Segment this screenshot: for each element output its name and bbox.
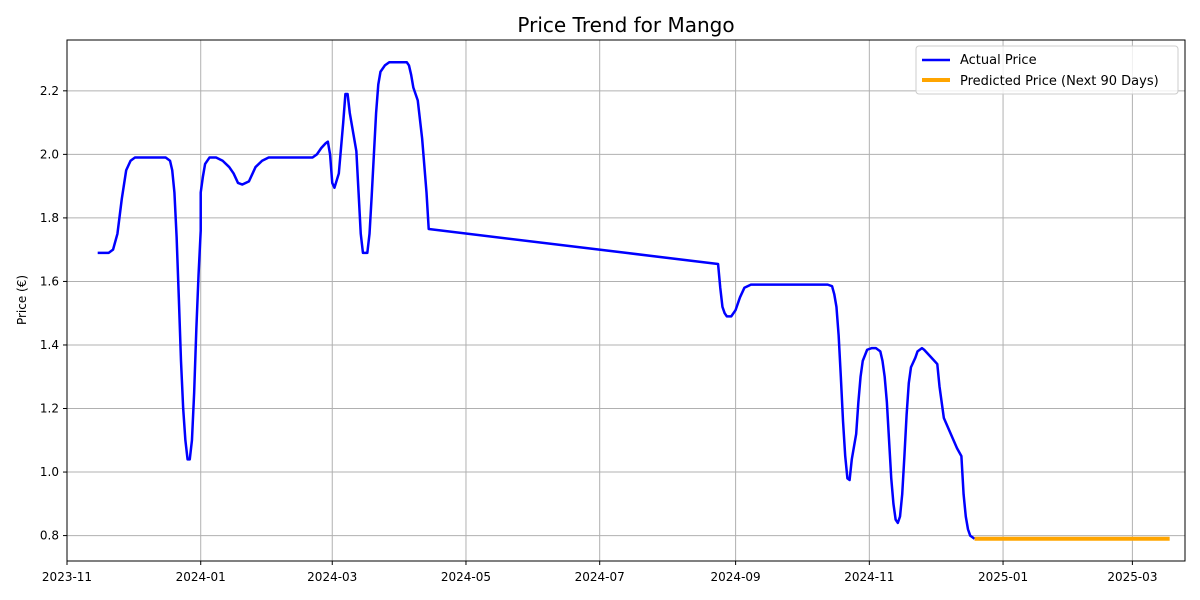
chart-title: Price Trend for Mango <box>517 13 734 37</box>
y-tick-label: 1.8 <box>40 211 59 225</box>
x-tick-label: 2024-05 <box>441 570 491 584</box>
x-axis-ticks: 2023-11 2024-01 2024-03 2024-05 2024-07 2024-… <box>42 561 1157 584</box>
grid <box>66 40 1185 561</box>
legend-box <box>915 45 1179 95</box>
x-tick-label: 2025-03 <box>1107 570 1157 584</box>
series-line-actual-price <box>97 60 976 540</box>
y-tick-label: 2.0 <box>40 147 59 161</box>
x-tick-label: 2024-09 <box>711 570 761 584</box>
y-axis-label: Price (€) <box>15 275 29 325</box>
y-tick-label: 1.2 <box>40 402 59 416</box>
x-tick-label: 2023-11 <box>42 570 92 584</box>
series-layer <box>97 60 1170 541</box>
legend-label-actual-price: Actual Price <box>960 53 1037 68</box>
x-tick-label: 2024-01 <box>176 570 226 584</box>
y-tick-label: 1.0 <box>40 465 59 479</box>
y-tick-label: 1.4 <box>40 338 59 352</box>
x-tick-label: 2024-11 <box>844 570 894 584</box>
plot-frame <box>66 39 1186 562</box>
y-tick-label: 2.2 <box>40 84 59 98</box>
x-tick-label: 2025-01 <box>978 570 1028 584</box>
y-tick-label: 0.8 <box>40 529 59 543</box>
legend-label-predicted-price: Predicted Price (Next 90 Days) <box>960 74 1159 89</box>
y-axis-ticks: 0.8 1.0 1.2 1.4 1.6 1.8 2.0 2.2 <box>40 84 67 543</box>
y-tick-label: 1.6 <box>40 274 59 288</box>
x-tick-label: 2024-07 <box>575 570 625 584</box>
x-tick-label: 2024-03 <box>307 570 357 584</box>
legend: Actual Price Predicted Price (Next 90 Da… <box>915 45 1179 95</box>
